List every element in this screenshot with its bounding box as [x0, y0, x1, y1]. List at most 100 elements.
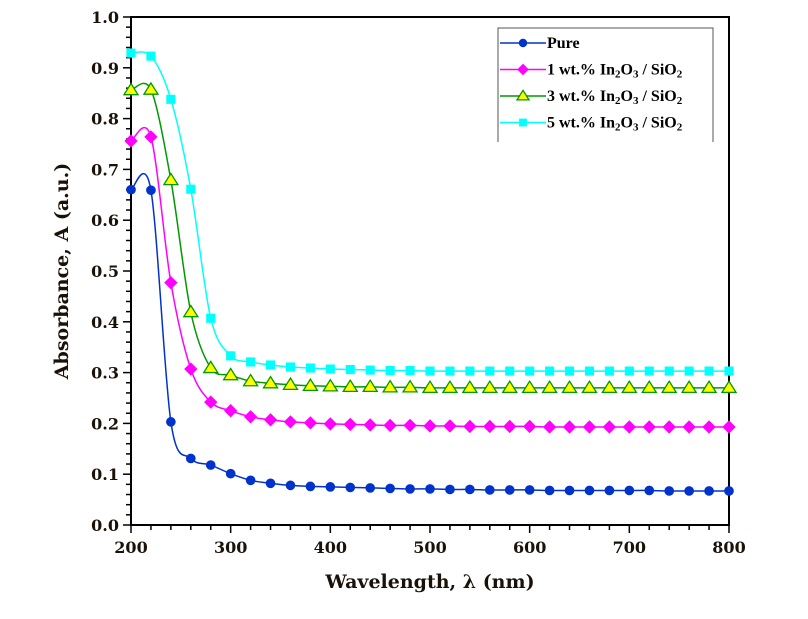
- data-point: [345, 365, 355, 375]
- data-point: [722, 420, 736, 434]
- data-point: [664, 486, 675, 496]
- y-tick-label: 1.0: [91, 8, 119, 27]
- data-point: [601, 379, 618, 394]
- data-point: [485, 366, 495, 376]
- y-tick-label: 0.7: [91, 160, 119, 179]
- data-point: [206, 313, 216, 323]
- data-point: [325, 482, 336, 492]
- data-point: [642, 420, 656, 434]
- data-point: [144, 130, 158, 144]
- legend-border: [497, 27, 714, 142]
- data-point: [205, 460, 216, 470]
- data-point: [644, 485, 655, 496]
- legend-marker: [519, 118, 527, 127]
- legend-text-part: O: [621, 115, 633, 132]
- data-point: [525, 366, 535, 376]
- data-point: [641, 379, 658, 394]
- data-point: [322, 378, 339, 392]
- data-point: [403, 418, 417, 433]
- legend-label: 5 wt.% In2O3 / SiO2: [547, 115, 683, 134]
- legend-item: 1 wt.% In2O3 / SiO2: [500, 62, 683, 81]
- data-point: [164, 276, 178, 290]
- data-point: [305, 481, 316, 492]
- data-point: [385, 366, 395, 376]
- data-point: [381, 379, 399, 393]
- legend-subscript: 3: [633, 95, 639, 107]
- data-point: [544, 485, 555, 496]
- x-tick-label: 500: [413, 538, 446, 557]
- data-point: [302, 377, 319, 392]
- data-point: [562, 420, 577, 434]
- legend-subscript: 2: [615, 69, 621, 81]
- legend-subscript: 2: [677, 69, 683, 81]
- series-1: [124, 127, 736, 434]
- data-point: [246, 357, 256, 367]
- data-point: [541, 379, 558, 394]
- data-point: [704, 486, 714, 496]
- legend-marker: [517, 63, 529, 76]
- y-tick-label: 0.2: [91, 414, 119, 433]
- legend-subscript: 2: [615, 95, 621, 107]
- x-tick-label: 300: [214, 538, 247, 557]
- x-axis: 200 300 400 500 600 700 800: [114, 525, 746, 557]
- data-point: [700, 379, 718, 394]
- data-point: [126, 48, 136, 58]
- y-tick-label: 0.0: [91, 516, 119, 535]
- legend-text-part: / SiO: [638, 62, 676, 79]
- data-point: [245, 475, 256, 486]
- data-point: [186, 184, 196, 194]
- legend-subscript: 2: [677, 122, 683, 134]
- data-point: [385, 483, 395, 494]
- y-axis: 0.0 0.1 0.2 0.3 0.4 0.5 0.6 0.7 0.8 0.9 1.0: [91, 8, 131, 535]
- data-point: [423, 419, 437, 433]
- data-point: [624, 485, 635, 496]
- x-tick-label: 700: [613, 538, 646, 557]
- x-tick-label: 200: [114, 538, 147, 557]
- data-point: [521, 379, 538, 394]
- data-point: [702, 420, 716, 434]
- data-point: [365, 365, 375, 375]
- data-point: [483, 419, 497, 434]
- legend-text-part: / SiO: [638, 88, 676, 105]
- legend-text-part: 5 wt.% In: [547, 115, 615, 132]
- y-axis-title: Absorbance, A (a.u.): [51, 163, 73, 380]
- data-point: [441, 379, 459, 394]
- y-tick-label: 0.6: [91, 211, 119, 230]
- data-point: [582, 420, 597, 434]
- data-point: [581, 379, 598, 394]
- data-point: [225, 468, 236, 479]
- data-point: [584, 366, 595, 376]
- data-point: [524, 485, 535, 495]
- legend-text-part: 1 wt.% In: [547, 62, 615, 79]
- data-point: [185, 453, 196, 464]
- data-point: [724, 366, 734, 376]
- data-point: [465, 366, 475, 376]
- data-point: [325, 364, 335, 374]
- legend-marker: [515, 89, 531, 101]
- data-point: [166, 94, 176, 104]
- legend-marker: [518, 38, 528, 48]
- data-point: [425, 366, 435, 376]
- data-point: [720, 379, 738, 394]
- data-point: [383, 418, 397, 433]
- data-point: [166, 417, 176, 427]
- data-point: [282, 376, 299, 390]
- data-point: [142, 81, 160, 95]
- data-point: [342, 378, 359, 393]
- legend-subscript: 3: [633, 122, 639, 134]
- data-point: [445, 484, 455, 495]
- data-point: [684, 486, 694, 496]
- data-point: [682, 420, 696, 434]
- series-2: [122, 81, 738, 394]
- series-layer: [122, 48, 738, 496]
- data-point: [222, 367, 239, 381]
- legend-label: 1 wt.% In2O3 / SiO2: [547, 62, 683, 81]
- data-point: [362, 378, 379, 393]
- legend-text-part: Pure: [547, 35, 580, 52]
- data-point: [162, 172, 180, 186]
- data-point: [445, 366, 455, 376]
- data-point: [122, 82, 140, 96]
- data-point: [202, 360, 219, 374]
- data-point: [504, 485, 515, 495]
